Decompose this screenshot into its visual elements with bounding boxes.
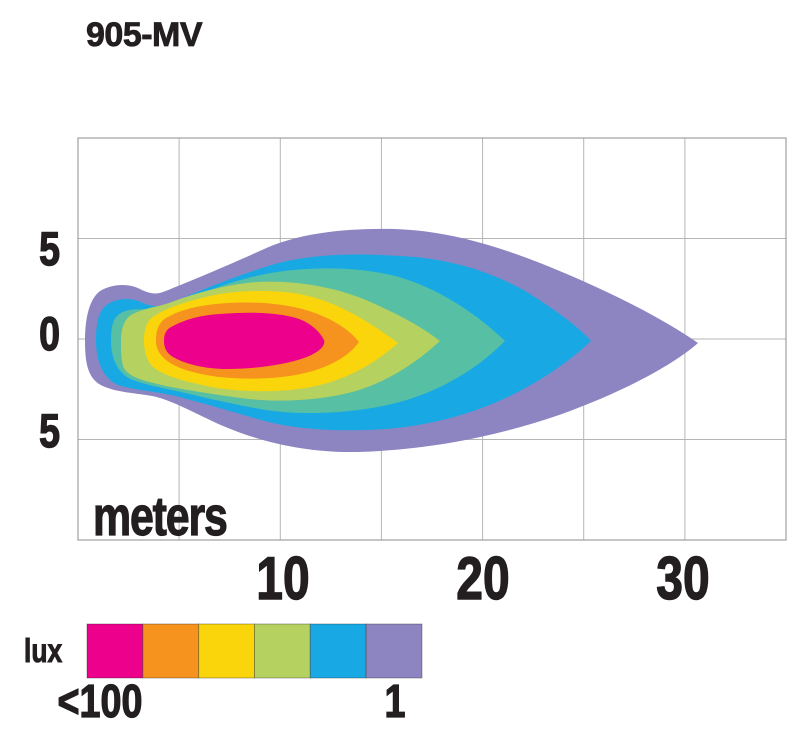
legend-swatch-purple: [365, 623, 423, 679]
legend-swatch-green: [254, 623, 311, 679]
y-tick-center-0: 0: [39, 307, 61, 360]
legend-unit-label: lux: [24, 632, 63, 669]
x-axis-unit-label: meters: [93, 485, 229, 547]
legend-min-label: 1: [384, 675, 406, 727]
legend-swatch-yellow: [198, 623, 255, 679]
x-tick-30: 30: [656, 545, 711, 612]
plot-border: [77, 137, 787, 541]
legend-max-label: <100: [57, 675, 143, 727]
contour-band-magenta: [164, 312, 325, 369]
chart-title: 905-MV: [86, 16, 203, 54]
legend-colorbar: [86, 623, 423, 679]
legend-swatch-magenta: [86, 623, 144, 679]
y-tick-upper-5: 5: [39, 222, 61, 275]
x-tick-20: 20: [456, 545, 511, 612]
legend-swatch-cyan: [309, 623, 367, 679]
x-tick-10: 10: [256, 545, 311, 612]
legend-swatch-orange: [142, 623, 200, 679]
y-tick-lower-5: 5: [39, 404, 61, 457]
contour-bands: [85, 228, 698, 453]
